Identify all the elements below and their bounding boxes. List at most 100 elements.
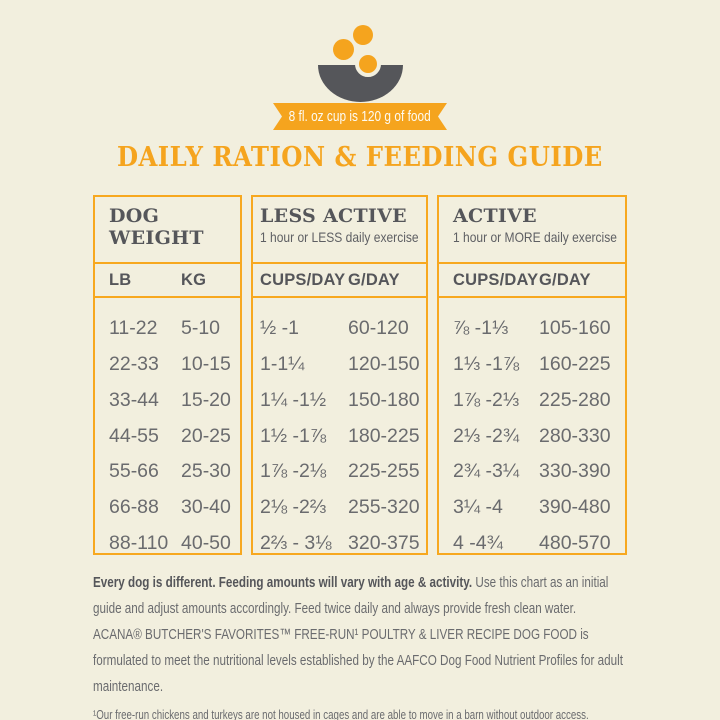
col-label-lb: LB: [109, 270, 132, 289]
cell-cups: 1⅓ -1⅞: [453, 353, 520, 376]
kibble-dot-icon: [355, 51, 381, 77]
cell-grams: 120-150: [348, 353, 420, 376]
less-active-header: LESS ACTIVE 1 hour or LESS daily exercis…: [253, 197, 426, 264]
aafco-statement: ACANA® BUTCHER'S FAVORITES™ FREE-RUN¹ PO…: [93, 626, 623, 695]
table-row: 4 -4¾ 480-570: [439, 525, 625, 561]
active-header: ACTIVE 1 hour or MORE daily exercise: [439, 197, 625, 264]
cell-kg: 40-50: [181, 531, 231, 554]
cell-cups: 4 -4¾: [453, 531, 503, 554]
cell-kg: 15-20: [181, 388, 231, 411]
cell-grams: 390-480: [539, 495, 611, 518]
cell-kg: 30-40: [181, 495, 231, 518]
cell-grams: 330-390: [539, 460, 611, 483]
table-row: 22-33 10-15: [95, 347, 240, 383]
cell-cups: 1⅞ -2⅓: [453, 388, 520, 411]
kibble-dot-icon: [353, 25, 373, 45]
table-row: 55-66 25-30: [95, 454, 240, 490]
footer-notes: Every dog is different. Feeding amounts …: [93, 570, 627, 720]
cell-cups: 1¼ -1½: [260, 388, 327, 411]
col-label-grams: G/DAY: [539, 270, 591, 289]
cell-cups: 1½ -1⅞: [260, 424, 327, 447]
cell-grams: 320-375: [348, 531, 420, 554]
column-subtitle: 1 hour or MORE daily exercise: [453, 229, 617, 245]
ribbon-label: 8 fl. oz cup is 120 g of food: [288, 109, 432, 125]
cell-grams: 180-225: [348, 424, 420, 447]
table-row: 1-1¼ 120-150: [253, 347, 426, 383]
feeding-note-bold: Every dog is different. Feeding amounts …: [93, 574, 473, 591]
col-label-cups: CUPS/DAY: [260, 270, 346, 289]
cell-cups: 2⅔ - 3⅛: [260, 531, 332, 554]
cell-lb: 66-88: [109, 495, 159, 518]
cell-cups: 3¼ -4: [453, 495, 503, 518]
cup-measure-ribbon: 8 fl. oz cup is 120 g of food: [273, 103, 447, 130]
cell-lb: 11-22: [109, 317, 158, 340]
cell-grams: 225-255: [348, 460, 420, 483]
table-row: 44-55 20-25: [95, 418, 240, 454]
table-row: 11-22 5-10: [95, 311, 240, 347]
cell-lb: 88-110: [109, 531, 169, 554]
table-row: ⅞ -1⅓ 105-160: [439, 311, 625, 347]
column-subtitle: 1 hour or LESS daily exercise: [260, 229, 419, 245]
cell-grams: 480-570: [539, 531, 611, 554]
active-rows: ⅞ -1⅓ 105-160 1⅓ -1⅞ 160-225 1⅞ -2⅓ 225-280…: [439, 298, 625, 561]
col-label-cups: CUPS/DAY: [453, 270, 539, 289]
cell-kg: 20-25: [181, 424, 231, 447]
table-row: 1⅞ -2⅓ 225-280: [439, 382, 625, 418]
table-row: 3¼ -4 390-480: [439, 490, 625, 526]
table-row: 66-88 30-40: [95, 490, 240, 526]
table-row: 88-110 40-50: [95, 525, 240, 561]
col-label-kg: KG: [181, 270, 207, 289]
cell-grams: 160-225: [539, 353, 611, 376]
cell-grams: 255-320: [348, 495, 420, 518]
cell-lb: 33-44: [109, 388, 159, 411]
cell-lb: 22-33: [109, 353, 159, 376]
footer-text-block: Every dog is different. Feeding amounts …: [93, 570, 628, 720]
free-run-footnote: ¹Our free-run chickens and turkeys are n…: [93, 708, 589, 720]
table-row: 33-44 15-20: [95, 382, 240, 418]
feeding-note-rest: Use this chart as an initial guide and a…: [93, 574, 609, 617]
unit-header-row: CUPS/DAY G/DAY: [439, 264, 625, 298]
table-row: 2⅛ -2⅔ 255-320: [253, 490, 426, 526]
cell-cups: ⅞ -1⅓: [453, 317, 509, 340]
cell-grams: 280-330: [539, 424, 611, 447]
cell-kg: 10-15: [181, 353, 231, 376]
table-row: ½ -1 60-120: [253, 311, 426, 347]
table-row: 1½ -1⅞ 180-225: [253, 418, 426, 454]
less-active-rows: ½ -1 60-120 1-1¼ 120-150 1¼ -1½ 150-180 1½ …: [253, 298, 426, 561]
unit-header-row: CUPS/DAY G/DAY: [253, 264, 426, 298]
active-column: ACTIVE 1 hour or MORE daily exercise CUP…: [437, 195, 627, 555]
cell-cups: 2¾ -3¼: [453, 460, 520, 483]
unit-header-row: LB KG: [95, 264, 240, 298]
cell-grams: 105-160: [539, 317, 611, 340]
cell-kg: 25-30: [181, 460, 231, 483]
kibble-dot-icon: [333, 39, 354, 60]
column-title: DOG WEIGHT: [109, 205, 204, 249]
table-row: 1⅞ -2⅛ 225-255: [253, 454, 426, 490]
feeding-note: Every dog is different. Feeding amounts …: [93, 570, 628, 622]
table-row: 2¾ -3¼ 330-390: [439, 454, 625, 490]
cell-grams: 60-120: [348, 317, 409, 340]
cell-grams: 225-280: [539, 388, 611, 411]
cell-cups: 2⅓ -2¾: [453, 424, 520, 447]
table-row: 2⅔ - 3⅛ 320-375: [253, 525, 426, 561]
dog-weight-header: DOG WEIGHT: [95, 197, 240, 264]
cell-cups: ½ -1: [260, 317, 300, 340]
table-row: 2⅓ -2¾ 280-330: [439, 418, 625, 454]
page-title: DAILY RATION & FEEDING GUIDE: [117, 142, 603, 173]
cell-cups: 1-1¼: [260, 353, 305, 376]
table-row: 1⅓ -1⅞ 160-225: [439, 347, 625, 383]
cell-lb: 55-66: [109, 460, 159, 483]
dog-weight-column: DOG WEIGHT LB KG 11-22 5-10 22-33 10-15 33…: [93, 195, 242, 555]
col-label-grams: G/DAY: [348, 270, 400, 289]
column-title: LESS ACTIVE: [260, 205, 407, 227]
cell-cups: 2⅛ -2⅔: [260, 495, 327, 518]
cell-cups: 1⅞ -2⅛: [260, 460, 327, 483]
dog-bowl-icon: [0, 0, 720, 135]
cell-grams: 150-180: [348, 388, 420, 411]
cell-kg: 5-10: [181, 317, 221, 340]
weight-rows: 11-22 5-10 22-33 10-15 33-44 15-20 44-55 20-…: [95, 298, 240, 561]
cell-lb: 44-55: [109, 424, 159, 447]
feeding-table: DOG WEIGHT LB KG 11-22 5-10 22-33 10-15 33…: [93, 195, 627, 555]
column-title: ACTIVE: [453, 205, 537, 227]
